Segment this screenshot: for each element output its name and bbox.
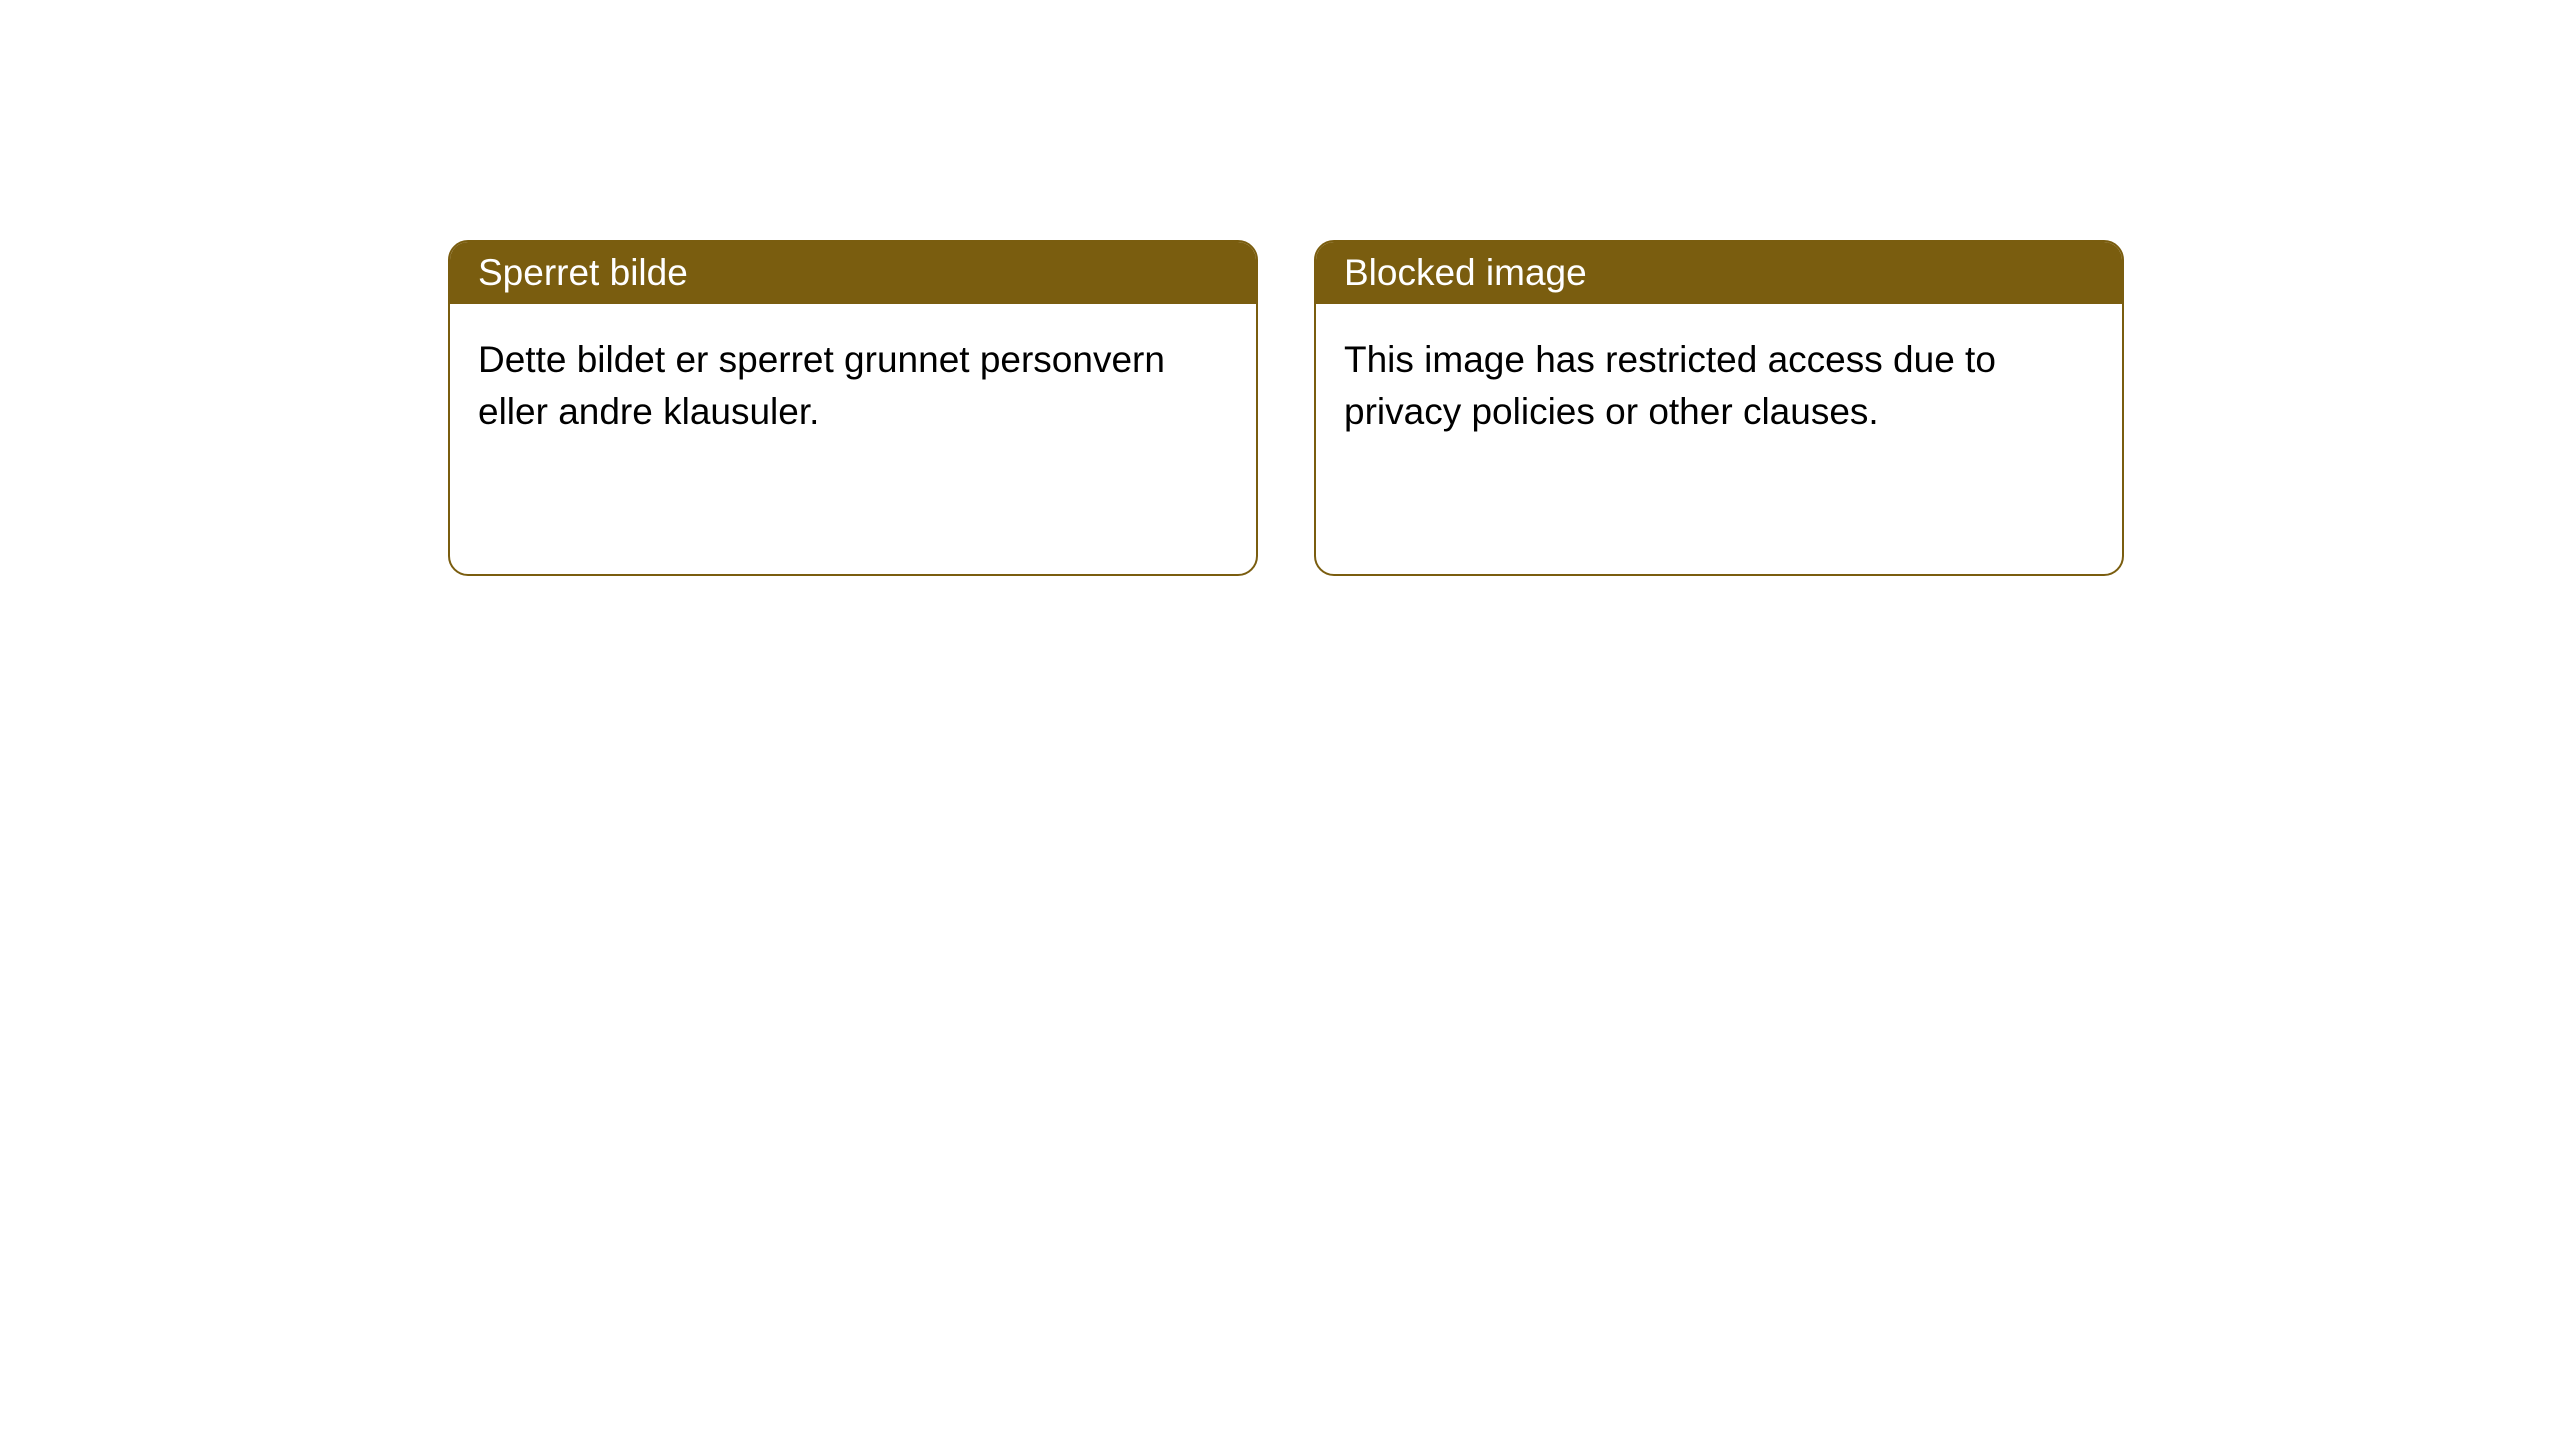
notice-body: Dette bildet er sperret grunnet personve… (450, 304, 1256, 468)
notice-container: Sperret bilde Dette bildet er sperret gr… (0, 0, 2560, 576)
notice-message: Dette bildet er sperret grunnet personve… (478, 339, 1165, 432)
notice-card-norwegian: Sperret bilde Dette bildet er sperret gr… (448, 240, 1258, 576)
notice-body: This image has restricted access due to … (1316, 304, 2122, 468)
notice-header: Sperret bilde (450, 242, 1256, 304)
notice-header: Blocked image (1316, 242, 2122, 304)
notice-title: Sperret bilde (478, 252, 688, 293)
notice-title: Blocked image (1344, 252, 1587, 293)
notice-message: This image has restricted access due to … (1344, 339, 1996, 432)
notice-card-english: Blocked image This image has restricted … (1314, 240, 2124, 576)
